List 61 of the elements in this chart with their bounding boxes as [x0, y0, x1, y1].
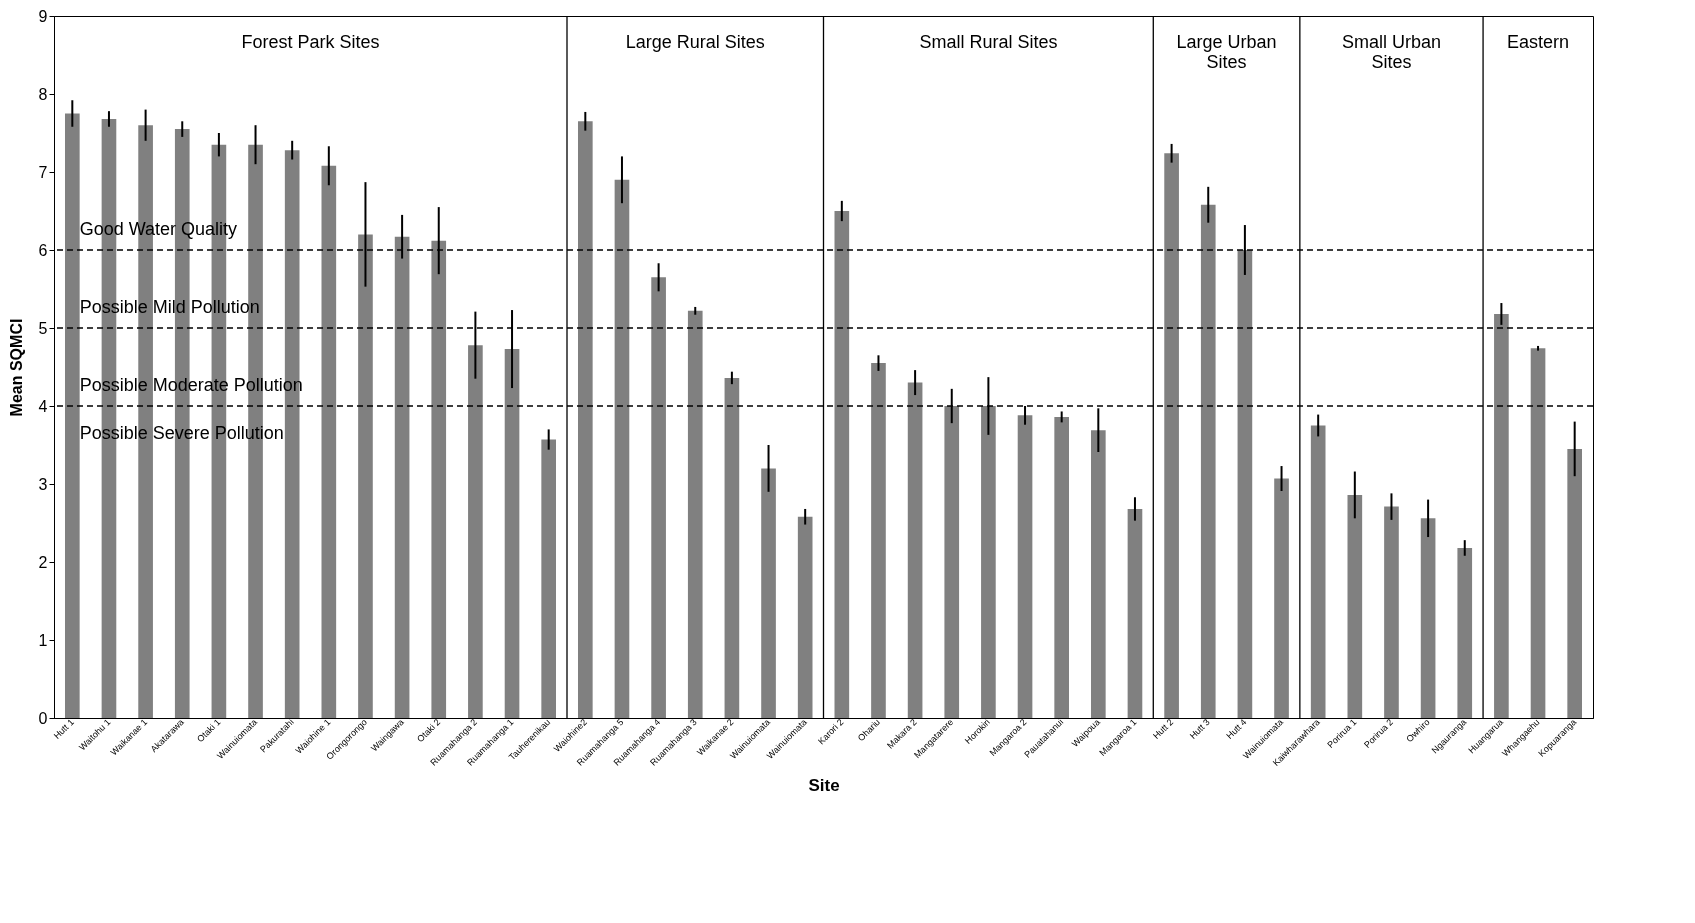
- bar: [321, 165, 337, 718]
- y-tick-label: 7: [38, 163, 48, 181]
- bar: [871, 363, 886, 718]
- x-tick-label: Hutt 3: [1187, 716, 1212, 742]
- y-tick-label: 5: [38, 319, 48, 337]
- bar: [1054, 416, 1070, 718]
- annotation: Large Urban Sites: [1176, 32, 1277, 72]
- bar: [944, 406, 960, 718]
- annotation: Eastern: [1507, 32, 1570, 52]
- bar: [614, 179, 630, 718]
- bar: [468, 345, 483, 718]
- y-tick-label: 1: [38, 631, 48, 649]
- y-tick-label: 9: [38, 7, 48, 25]
- bar: [1017, 415, 1033, 718]
- bar: [64, 113, 80, 718]
- bar: [431, 240, 447, 718]
- bar: [907, 382, 923, 718]
- bar: [1274, 478, 1289, 718]
- bar: [981, 406, 996, 718]
- x-axis-title: Site: [808, 775, 840, 795]
- bar: [504, 349, 520, 718]
- bar: [834, 211, 850, 718]
- bar: [797, 516, 813, 718]
- bar: [577, 121, 593, 718]
- bar: [651, 277, 666, 718]
- bar: [1347, 494, 1363, 718]
- bar: [358, 234, 373, 718]
- bar: [541, 439, 557, 718]
- x-tick-label: Hutt 1: [51, 716, 76, 742]
- y-tick-label: 6: [38, 241, 48, 259]
- bar: [1494, 313, 1509, 718]
- bar: [687, 310, 703, 718]
- y-tick-label: 0: [38, 709, 48, 727]
- annotation: Possible Mild Pollution: [79, 297, 260, 317]
- annotation: Small Urban Sites: [1341, 32, 1441, 72]
- annotation: Small Rural Sites: [919, 32, 1058, 52]
- y-tick-label: 3: [38, 475, 48, 493]
- y-tick-label: 8: [38, 85, 48, 103]
- bar: [1384, 506, 1399, 718]
- bar: [724, 377, 740, 718]
- annotation: Possible Severe Pollution: [79, 423, 284, 443]
- bar: [1164, 153, 1179, 718]
- annotation: Good Water Quality: [79, 219, 238, 239]
- annotation: Large Rural Sites: [625, 32, 765, 52]
- annotation: Forest Park Sites: [241, 32, 380, 52]
- annotation: Possible Moderate Pollution: [79, 375, 303, 395]
- bar: [1567, 448, 1583, 718]
- bar: [1457, 547, 1473, 718]
- y-tick-label: 4: [38, 397, 48, 415]
- x-tick-label: Hutt 2: [1151, 716, 1176, 742]
- bar: [1200, 204, 1216, 718]
- bar: [1530, 348, 1546, 718]
- bar: [394, 236, 410, 718]
- bar: [761, 468, 776, 718]
- bar: [1237, 250, 1253, 718]
- bar: [1310, 425, 1326, 718]
- bar: [1090, 430, 1106, 718]
- bar: [1420, 518, 1436, 718]
- y-tick-label: 2: [38, 553, 48, 571]
- bar: [1127, 508, 1143, 718]
- y-axis-title: Mean SQMCI: [7, 318, 25, 417]
